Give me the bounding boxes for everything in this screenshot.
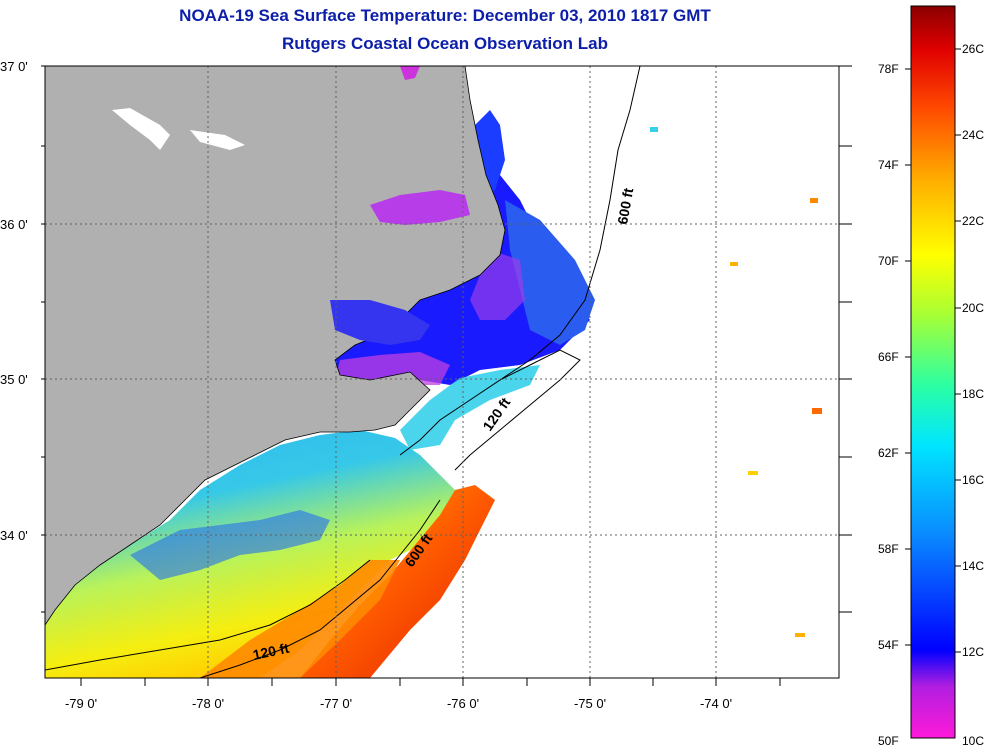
lake-gaston — [112, 108, 170, 150]
isobath-label-120-south: 120 ft — [251, 640, 290, 663]
lon-label-74: -74 0' — [700, 696, 732, 711]
colorbar-f-62: 62F — [878, 446, 899, 460]
colorbar-c-22: 22C — [962, 214, 984, 228]
isobath-120-south — [45, 559, 371, 671]
lat-label-36: 36 0' — [0, 217, 28, 232]
colorbar-c-24: 24C — [962, 128, 984, 142]
sst-speck — [810, 198, 818, 203]
isobath-120-north — [454, 349, 581, 471]
map-subtitle: Rutgers Coastal Ocean Observation Lab — [282, 34, 608, 53]
colorbar-f-66: 66F — [878, 350, 899, 364]
lat-label-34: 34 0' — [0, 528, 28, 543]
colorbar-c-20: 20C — [962, 301, 984, 315]
lake-cutout — [190, 130, 245, 150]
colorbar-c-12: 12C — [962, 645, 984, 659]
lon-label-75: -75 0' — [574, 696, 606, 711]
albemarle-inlet — [370, 190, 470, 225]
sst-speck — [650, 127, 658, 132]
lon-label-79: -79 0' — [65, 696, 97, 711]
isobath-600-north — [399, 66, 641, 456]
lat-label-35: 35 0' — [0, 372, 28, 387]
lon-label-76: -76 0' — [447, 696, 479, 711]
colorbar-f-50: 50F — [878, 734, 899, 748]
colorbar-c-26: 26C — [962, 42, 984, 56]
colorbar-c-18: 18C — [962, 387, 984, 401]
colorbar-c-10: 10C — [962, 734, 984, 748]
colorbar-c-14: 14C — [962, 559, 984, 573]
neuse-river-water — [335, 352, 450, 385]
colorbar-f-70: 70F — [878, 254, 899, 268]
chesapeake-bay-mouth — [400, 66, 420, 80]
sst-speck — [812, 408, 822, 414]
axis-ticks — [41, 65, 852, 686]
offshore-cold-band — [505, 200, 595, 345]
map-border — [44, 65, 840, 679]
isobath-600-south — [199, 499, 441, 678]
cold-filament — [130, 510, 330, 580]
onslow-bay-sst — [45, 430, 460, 678]
shelf-edge-warm — [200, 560, 400, 678]
lon-label-78: -78 0' — [192, 696, 224, 711]
pamlico-river — [330, 300, 430, 345]
isobath-label-600-north: 600 ft — [614, 186, 636, 225]
lon-label-77: -77 0' — [320, 696, 352, 711]
graticule — [45, 66, 839, 678]
sst-speck — [748, 471, 758, 475]
temperature-colorbar — [910, 5, 956, 739]
colorbar-ticks — [905, 48, 961, 653]
colorbar-f-58: 58F — [878, 542, 899, 556]
colorbar-f-74: 74F — [878, 158, 899, 172]
sst-speck — [795, 633, 805, 637]
colorbar-c-16: 16C — [962, 473, 984, 487]
colorbar-f-54: 54F — [878, 638, 899, 652]
lat-label-37: 37 0' — [0, 59, 28, 74]
colorbar-f-78: 78F — [878, 62, 899, 76]
map-title: NOAA-19 Sea Surface Temperature: Decembe… — [179, 6, 711, 25]
sst-speck — [730, 262, 738, 266]
nearshore-cyan — [400, 365, 540, 450]
